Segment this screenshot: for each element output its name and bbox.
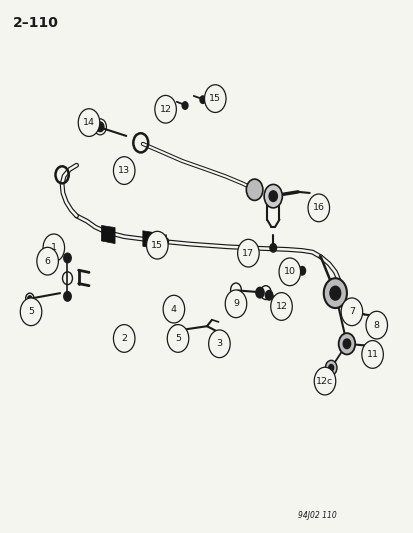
Circle shape [278, 258, 300, 286]
Circle shape [204, 85, 225, 112]
Circle shape [64, 253, 71, 263]
Circle shape [162, 238, 168, 245]
Circle shape [255, 287, 263, 298]
Circle shape [43, 234, 64, 262]
Circle shape [338, 333, 354, 354]
Text: 2: 2 [121, 334, 127, 343]
Text: 13: 13 [118, 166, 130, 175]
Text: 17: 17 [242, 249, 254, 257]
Circle shape [328, 365, 333, 371]
Circle shape [78, 109, 100, 136]
Circle shape [152, 234, 157, 241]
Circle shape [365, 311, 387, 339]
Text: 94J02 110: 94J02 110 [297, 511, 336, 520]
Polygon shape [101, 225, 115, 244]
Circle shape [96, 122, 104, 132]
Circle shape [342, 339, 350, 349]
Text: 1: 1 [51, 244, 57, 252]
Circle shape [37, 247, 58, 275]
Circle shape [208, 330, 230, 358]
Circle shape [268, 191, 277, 201]
Circle shape [182, 102, 188, 109]
Text: 12: 12 [275, 302, 287, 311]
Circle shape [28, 296, 32, 301]
Text: 4: 4 [171, 305, 176, 313]
Circle shape [20, 298, 42, 326]
Circle shape [246, 179, 262, 200]
Text: 2–110: 2–110 [12, 16, 58, 30]
Circle shape [265, 290, 272, 300]
Circle shape [173, 328, 178, 333]
Circle shape [347, 305, 355, 315]
Circle shape [270, 293, 292, 320]
Circle shape [146, 231, 168, 259]
Circle shape [269, 244, 276, 252]
Circle shape [343, 300, 359, 321]
Circle shape [298, 266, 305, 275]
Circle shape [329, 286, 340, 300]
Text: 14: 14 [83, 118, 95, 127]
Circle shape [163, 295, 184, 323]
Circle shape [225, 290, 246, 318]
Text: 6: 6 [45, 257, 50, 265]
Text: 16: 16 [312, 204, 324, 212]
Circle shape [199, 96, 205, 103]
Text: 12c: 12c [316, 377, 333, 385]
Text: 8: 8 [373, 321, 379, 329]
Circle shape [113, 325, 135, 352]
Text: 7: 7 [348, 308, 354, 316]
Circle shape [237, 239, 259, 267]
Text: 10: 10 [283, 268, 295, 276]
Circle shape [361, 341, 382, 368]
Circle shape [64, 292, 71, 301]
Text: 9: 9 [233, 300, 238, 308]
Circle shape [167, 325, 188, 352]
Text: 11: 11 [366, 350, 377, 359]
Circle shape [307, 194, 329, 222]
Circle shape [340, 298, 362, 326]
Circle shape [323, 278, 346, 308]
Text: 3: 3 [216, 340, 222, 348]
Circle shape [154, 95, 176, 123]
Text: 5: 5 [175, 334, 180, 343]
Circle shape [113, 157, 135, 184]
Text: 15: 15 [209, 94, 221, 103]
Text: 12: 12 [159, 105, 171, 114]
Text: 5: 5 [28, 308, 34, 316]
Circle shape [325, 360, 336, 375]
Circle shape [263, 184, 282, 208]
Polygon shape [142, 231, 156, 249]
Text: 15: 15 [151, 241, 163, 249]
Circle shape [313, 367, 335, 395]
